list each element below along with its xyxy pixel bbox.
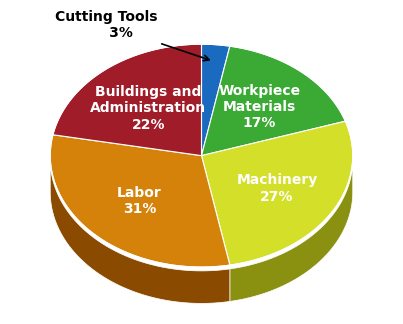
- Polygon shape: [202, 121, 353, 265]
- Text: Labor
31%: Labor 31%: [117, 186, 162, 216]
- Text: Workpiece
Materials
17%: Workpiece Materials 17%: [218, 84, 301, 130]
- Polygon shape: [50, 135, 230, 267]
- Polygon shape: [50, 160, 230, 303]
- Polygon shape: [53, 44, 202, 156]
- Polygon shape: [202, 44, 230, 156]
- Text: Cutting Tools
      3%: Cutting Tools 3%: [55, 10, 209, 61]
- Text: Machinery
27%: Machinery 27%: [237, 173, 318, 204]
- Polygon shape: [202, 46, 345, 156]
- Text: Buildings and
Administration
22%: Buildings and Administration 22%: [90, 85, 206, 132]
- Polygon shape: [230, 160, 353, 301]
